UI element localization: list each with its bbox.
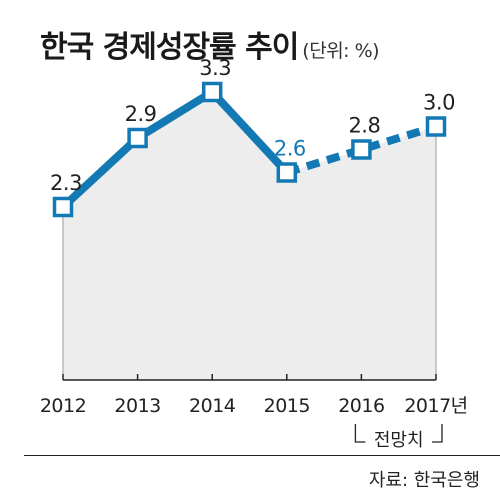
series-line-actual bbox=[60, 88, 290, 210]
data-point-marker bbox=[425, 116, 447, 137]
x-tick-label: 2013 bbox=[114, 395, 160, 417]
series-line-forecast bbox=[285, 122, 438, 177]
data-label: 2.6 bbox=[274, 137, 306, 161]
x-tick-label: 2017년 bbox=[404, 395, 467, 417]
area-layer bbox=[62, 92, 437, 380]
data-label: 3.0 bbox=[423, 91, 455, 115]
data-point-marker bbox=[201, 81, 223, 103]
area-fill bbox=[63, 92, 436, 380]
chart-title: 한국 경제성장률 추이 bbox=[40, 30, 299, 65]
data-label: 3.3 bbox=[199, 56, 231, 80]
label-layer: 2.3 2.9 3.3 2.6 2.8 3.0 bbox=[50, 56, 455, 195]
x-tick-label: 2012 bbox=[40, 395, 86, 417]
data-point-marker bbox=[351, 139, 372, 160]
line-layer bbox=[60, 88, 438, 210]
forecast-note: 전망치 bbox=[374, 430, 424, 451]
x-tick-label: 2016 bbox=[338, 395, 384, 417]
title-row: 한국 경제성장률 추이 (단위: %) bbox=[40, 22, 380, 66]
data-label: 2.9 bbox=[125, 102, 157, 126]
marker-layer bbox=[52, 81, 447, 218]
footer-rule bbox=[24, 455, 500, 456]
forecast-bracket-right bbox=[432, 424, 443, 443]
forecast-bracket-left bbox=[354, 424, 366, 443]
data-point-marker bbox=[127, 127, 148, 149]
data-point-marker bbox=[52, 196, 74, 218]
x-tick-label: 2015 bbox=[264, 395, 310, 417]
unit-label: (단위: %) bbox=[302, 40, 380, 62]
data-label: 2.3 bbox=[50, 171, 82, 195]
data-point-marker bbox=[276, 162, 298, 183]
source-note: 자료: 한국은행 bbox=[368, 470, 480, 491]
data-label: 2.8 bbox=[348, 114, 380, 138]
x-tick-label: 2014 bbox=[189, 395, 236, 417]
